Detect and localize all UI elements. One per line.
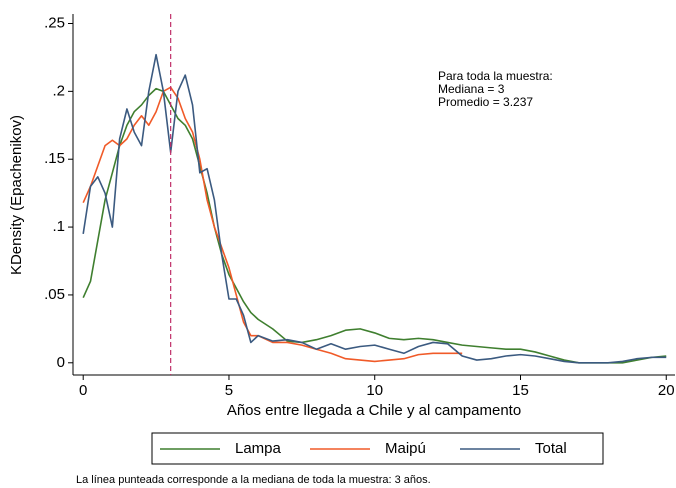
legend-box [151, 432, 604, 465]
y-axis-title: KDensity (Epachenikov) [8, 115, 25, 275]
x-tick-label: 0 [79, 382, 87, 399]
legend-label: Maipú [385, 440, 426, 457]
annotation: Promedio = 3.237 [438, 95, 533, 109]
series-line [82, 53, 667, 364]
y-tick-label: .1 [52, 218, 65, 235]
x-tick-label: 20 [658, 382, 675, 399]
y-tick-label: .2 [52, 82, 65, 99]
x-tick-label: 5 [225, 382, 233, 399]
annotation: Para toda la muestra: [438, 69, 553, 83]
legend-label: Lampa [235, 440, 282, 457]
y-tick-label: .15 [44, 150, 65, 167]
legend-label: Total [535, 440, 567, 457]
annotation: Mediana = 3 [438, 82, 505, 96]
y-tick-label: 0 [57, 354, 65, 371]
x-tick-label: 15 [512, 382, 529, 399]
x-axis-title: Años entre llegada a Chile y al campamen… [227, 402, 521, 419]
x-tick-label: 10 [366, 382, 383, 399]
series-line [82, 86, 463, 363]
footnote: La línea punteada corresponde a la media… [76, 474, 431, 486]
y-tick-label: .05 [44, 286, 65, 303]
series-line [82, 87, 667, 364]
y-tick-label: .25 [44, 14, 65, 31]
